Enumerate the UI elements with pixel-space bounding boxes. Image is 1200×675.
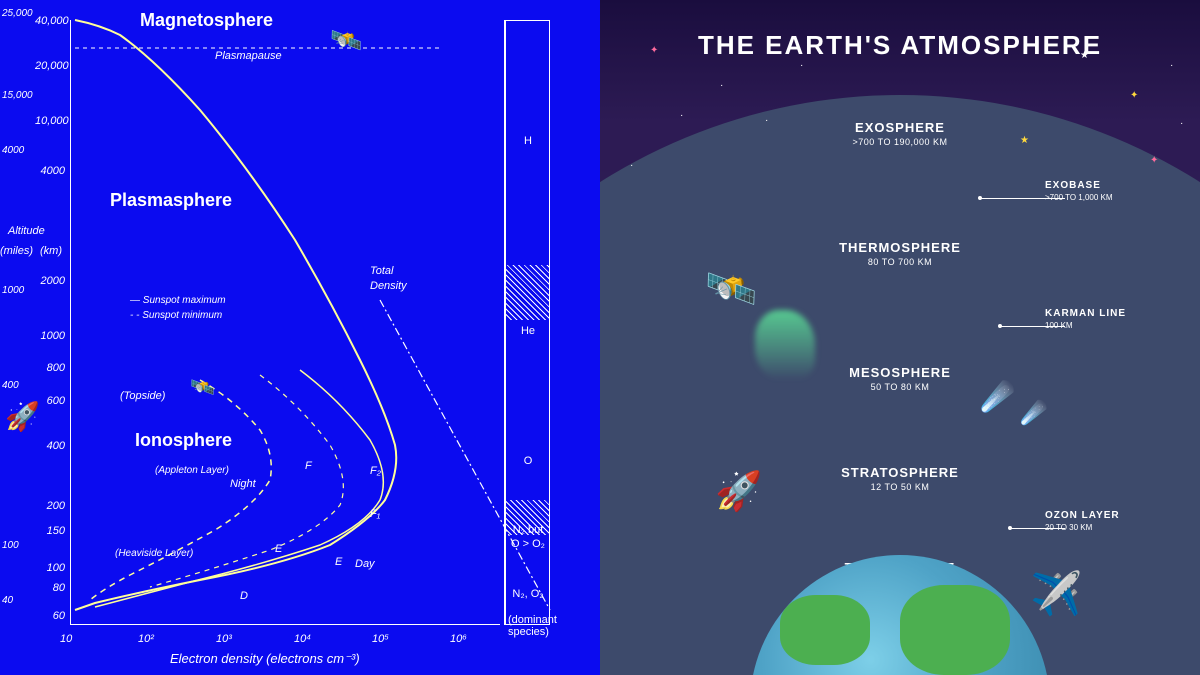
annotation: Total <box>370 265 393 277</box>
sky-object-icon: ☄️ <box>980 380 1015 413</box>
y-label-miles: (miles) <box>0 245 33 257</box>
layer-label: MESOSPHERE50 TO 80 KM <box>800 365 1000 392</box>
star-icon: · <box>765 115 768 126</box>
xtick: 10 <box>60 633 72 645</box>
ionosphere-chart: Altitude (miles) (km) Electron density (… <box>0 0 600 675</box>
ytick-mi: 4000 <box>2 145 24 156</box>
annotation: - - Sunspot minimum <box>130 310 222 321</box>
annotation: E <box>275 543 282 555</box>
xtick: 10³ <box>216 633 232 645</box>
ytick-km: 4000 <box>35 165 65 177</box>
star-icon: · <box>800 60 803 71</box>
xtick: 10⁴ <box>294 633 311 645</box>
sky-object-icon: 🚀 <box>715 470 762 514</box>
species-label: (dominant <box>508 614 548 626</box>
species-label: O <box>508 455 548 467</box>
ytick-km: 60 <box>35 610 65 622</box>
ytick-mi: 1000 <box>2 285 24 296</box>
satellite-icon-small: 🛰️ <box>190 375 215 400</box>
layer-label: THERMOSPHERE80 TO 700 KM <box>800 240 1000 267</box>
annotation: (Heaviside Layer) <box>115 548 193 559</box>
annotation: E <box>335 556 342 568</box>
region-label: Plasmapause <box>215 50 282 62</box>
atmosphere-infographic: THE EARTH'S ATMOSPHERE ✦ · · ★ ✦ · · ★ ✦ · · · EXOS… <box>600 0 1200 675</box>
star-icon: · <box>1170 60 1173 71</box>
ytick-mi: 25,000 <box>2 8 33 19</box>
star-icon: · <box>630 160 633 171</box>
region-label: Plasmasphere <box>110 190 232 211</box>
annotation: F <box>305 460 312 472</box>
species-label: O > O₂ <box>508 538 548 550</box>
ytick-km: 150 <box>35 525 65 537</box>
annotation: (Topside) <box>120 390 165 402</box>
ytick-mi: 40 <box>2 595 13 606</box>
sky-object-icon: 🛰️ <box>705 265 757 314</box>
ytick-km: 2000 <box>35 275 65 287</box>
right-title: THE EARTH'S ATMOSPHERE <box>600 30 1200 61</box>
shuttle-icon: 🚀 <box>5 400 40 433</box>
ytick-km: 10,000 <box>35 115 65 127</box>
species-label: He <box>508 325 548 337</box>
pointer-line <box>980 198 1065 199</box>
hatched-zone <box>505 265 550 320</box>
y-label-altitude: Altitude <box>8 225 45 237</box>
aurora-icon <box>755 310 815 380</box>
star-icon: · <box>680 110 683 121</box>
annotation: (Appleton Layer) <box>155 465 229 476</box>
xtick: 10⁵ <box>372 633 389 645</box>
ytick-km: 1000 <box>35 330 65 342</box>
xtick: 10⁶ <box>450 633 467 645</box>
pointer-dot <box>978 196 982 200</box>
ytick-mi: 400 <box>2 380 19 391</box>
star-icon: · <box>720 80 723 91</box>
satellite-icon: 🛰️ <box>330 25 362 56</box>
ytick-km: 20,000 <box>35 60 65 72</box>
star-icon: ✦ <box>1150 155 1158 166</box>
sky-object-icon: ☄️ <box>1020 400 1047 426</box>
star-icon: · <box>1180 118 1183 129</box>
pointer-line <box>1010 528 1065 529</box>
ytick-km: 200 <box>35 500 65 512</box>
hatched-zone <box>505 500 550 535</box>
annotation: — Sunspot maximum <box>130 295 226 306</box>
pointer-dot <box>998 324 1002 328</box>
star-icon: ★ <box>1020 135 1029 146</box>
ytick-km: 800 <box>35 362 65 374</box>
ytick-km: 400 <box>35 440 65 452</box>
side-label: EXOBASE>700 TO 1,000 KM <box>1045 180 1185 202</box>
annotation: Day <box>355 558 375 570</box>
annotation: F₁ <box>370 508 380 520</box>
density-curves <box>0 0 600 675</box>
region-label: Magnetosphere <box>140 10 273 31</box>
ytick-km: 40,000 <box>35 15 65 27</box>
pointer-line <box>1000 326 1065 327</box>
ytick-mi: 15,000 <box>2 90 33 101</box>
xtick: 10² <box>138 633 154 645</box>
y-label-km: (km) <box>40 245 62 257</box>
annotation: D <box>240 590 248 602</box>
star-icon: ★ <box>1080 50 1089 61</box>
ytick-km: 80 <box>35 582 65 594</box>
species-label: H <box>508 135 548 147</box>
species-label: N₂, O₂ <box>508 588 548 600</box>
layer-label: STRATOSPHERE12 TO 50 KM <box>800 465 1000 492</box>
annotation: F₂ <box>370 465 381 477</box>
side-label: OZON LAYER20 TO 30 KM <box>1045 510 1185 532</box>
side-label: KARMAN LINE100 KM <box>1045 308 1185 330</box>
species-label: species) <box>508 626 548 638</box>
region-label: Ionosphere <box>135 430 232 451</box>
pointer-dot <box>1008 526 1012 530</box>
ytick-mi: 100 <box>2 540 19 551</box>
sky-object-icon: ✈️ <box>1030 570 1082 619</box>
star-icon: ✦ <box>650 45 658 56</box>
annotation: Night <box>230 478 256 490</box>
ytick-km: 100 <box>35 562 65 574</box>
annotation: Density <box>370 280 407 292</box>
layer-label: EXOSPHERE>700 TO 190,000 KM <box>800 120 1000 147</box>
x-label: Electron density (electrons cm⁻³) <box>170 651 360 667</box>
star-icon: ✦ <box>1130 90 1138 101</box>
